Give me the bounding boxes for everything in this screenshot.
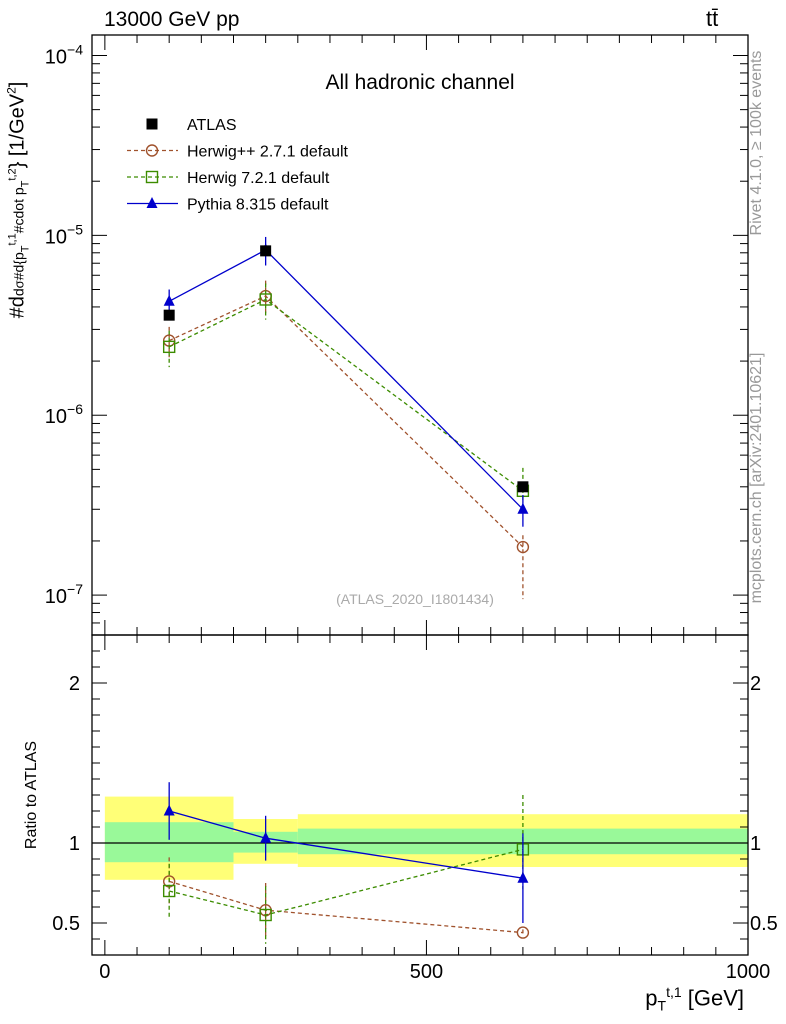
ratio-line-0 bbox=[168, 880, 523, 934]
chart-title: All hadronic channel bbox=[325, 71, 514, 94]
legend-label: Herwig++ 2.7.1 default bbox=[187, 144, 349, 161]
legend-marker bbox=[146, 118, 158, 130]
series-point bbox=[516, 540, 530, 554]
ratio-tick-label-right: 2 bbox=[750, 673, 761, 695]
legend-label: ATLAS bbox=[187, 117, 237, 134]
x-tick-label: 1000 bbox=[726, 961, 771, 983]
series-point bbox=[163, 294, 175, 306]
y-tick-label: 10−7 bbox=[45, 581, 83, 608]
ratio-tick-label: 1 bbox=[69, 833, 80, 855]
ratio-point bbox=[260, 831, 272, 843]
legend-marker bbox=[146, 197, 158, 208]
ratio-point bbox=[517, 871, 529, 883]
x-tick-label: 500 bbox=[410, 961, 443, 983]
reference-point bbox=[260, 245, 272, 257]
ratio-point bbox=[516, 926, 530, 939]
series-point bbox=[259, 293, 272, 306]
series-point bbox=[162, 340, 176, 354]
ratio-point bbox=[259, 908, 272, 922]
ratio-tick-label-right: 0.5 bbox=[750, 913, 778, 935]
y-tick-label: 10−5 bbox=[45, 221, 83, 248]
y-tick-label: 10−4 bbox=[45, 41, 83, 68]
series-line-2 bbox=[168, 249, 524, 510]
legend-marker bbox=[145, 170, 159, 184]
y-tick-label: 10−6 bbox=[45, 401, 83, 428]
legend-marker bbox=[145, 144, 159, 157]
series-line-1 bbox=[168, 298, 524, 492]
main-panel bbox=[162, 236, 530, 600]
series-line-0 bbox=[168, 295, 524, 548]
process-label: tt̄ bbox=[706, 6, 719, 31]
energy-label: 13000 GeV pp bbox=[104, 8, 240, 31]
ratio-tick-label: 2 bbox=[69, 673, 80, 695]
legend-label: Pythia 8.315 default bbox=[187, 197, 329, 214]
series-point bbox=[517, 502, 529, 514]
ratio-point bbox=[162, 884, 176, 898]
analysis-label: (ATLAS_2020_I1801434) bbox=[336, 591, 494, 607]
ratio-frame bbox=[91, 634, 749, 956]
ratio-tick-label-right: 1 bbox=[750, 833, 761, 855]
axes-frame: 10−7 10−6 10−5 10−4 0 500 1000 0.5 0.5 1 1 2 2 bbox=[45, 34, 778, 983]
reference-point bbox=[517, 481, 529, 493]
x-tick-label: 0 bbox=[99, 961, 110, 983]
reference-point bbox=[163, 309, 175, 321]
ratio-point bbox=[163, 804, 175, 816]
legend: ATLAS Herwig++ 2.7.1 default Herwig 7.2.1 … bbox=[127, 117, 349, 214]
ratio-tick-label: 0.5 bbox=[52, 913, 80, 935]
legend-label: Herwig 7.2.1 default bbox=[187, 170, 330, 187]
x-axis-label: pTt,1 [GeV] bbox=[645, 984, 744, 1014]
ratio-panel bbox=[92, 782, 748, 944]
